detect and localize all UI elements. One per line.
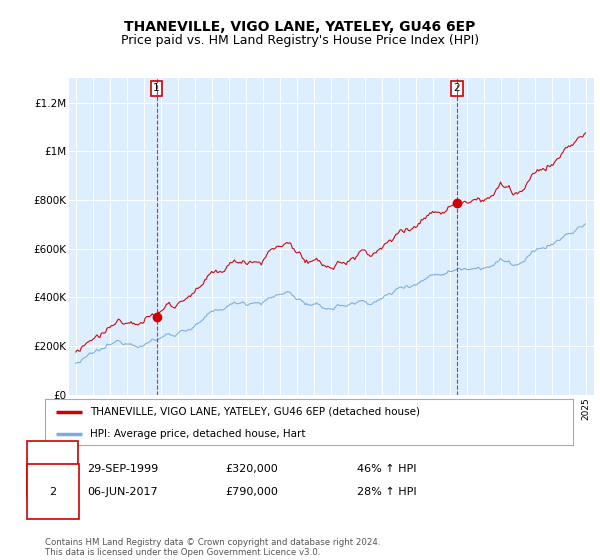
Text: 1: 1 <box>153 83 160 93</box>
Text: 2: 2 <box>49 487 56 497</box>
Text: 06-JUN-2017: 06-JUN-2017 <box>87 487 158 497</box>
Text: £320,000: £320,000 <box>225 464 278 474</box>
Text: 29-SEP-1999: 29-SEP-1999 <box>87 464 158 474</box>
Text: 46% ↑ HPI: 46% ↑ HPI <box>357 464 416 474</box>
Text: HPI: Average price, detached house, Hart: HPI: Average price, detached house, Hart <box>90 428 305 438</box>
Text: Contains HM Land Registry data © Crown copyright and database right 2024.
This d: Contains HM Land Registry data © Crown c… <box>45 538 380 557</box>
Text: £790,000: £790,000 <box>225 487 278 497</box>
Text: 1: 1 <box>49 464 56 474</box>
Text: Price paid vs. HM Land Registry's House Price Index (HPI): Price paid vs. HM Land Registry's House … <box>121 34 479 46</box>
Text: THANEVILLE, VIGO LANE, YATELEY, GU46 6EP: THANEVILLE, VIGO LANE, YATELEY, GU46 6EP <box>124 20 476 34</box>
Text: 2: 2 <box>454 83 460 93</box>
Text: THANEVILLE, VIGO LANE, YATELEY, GU46 6EP (detached house): THANEVILLE, VIGO LANE, YATELEY, GU46 6EP… <box>90 407 420 417</box>
Text: 28% ↑ HPI: 28% ↑ HPI <box>357 487 416 497</box>
